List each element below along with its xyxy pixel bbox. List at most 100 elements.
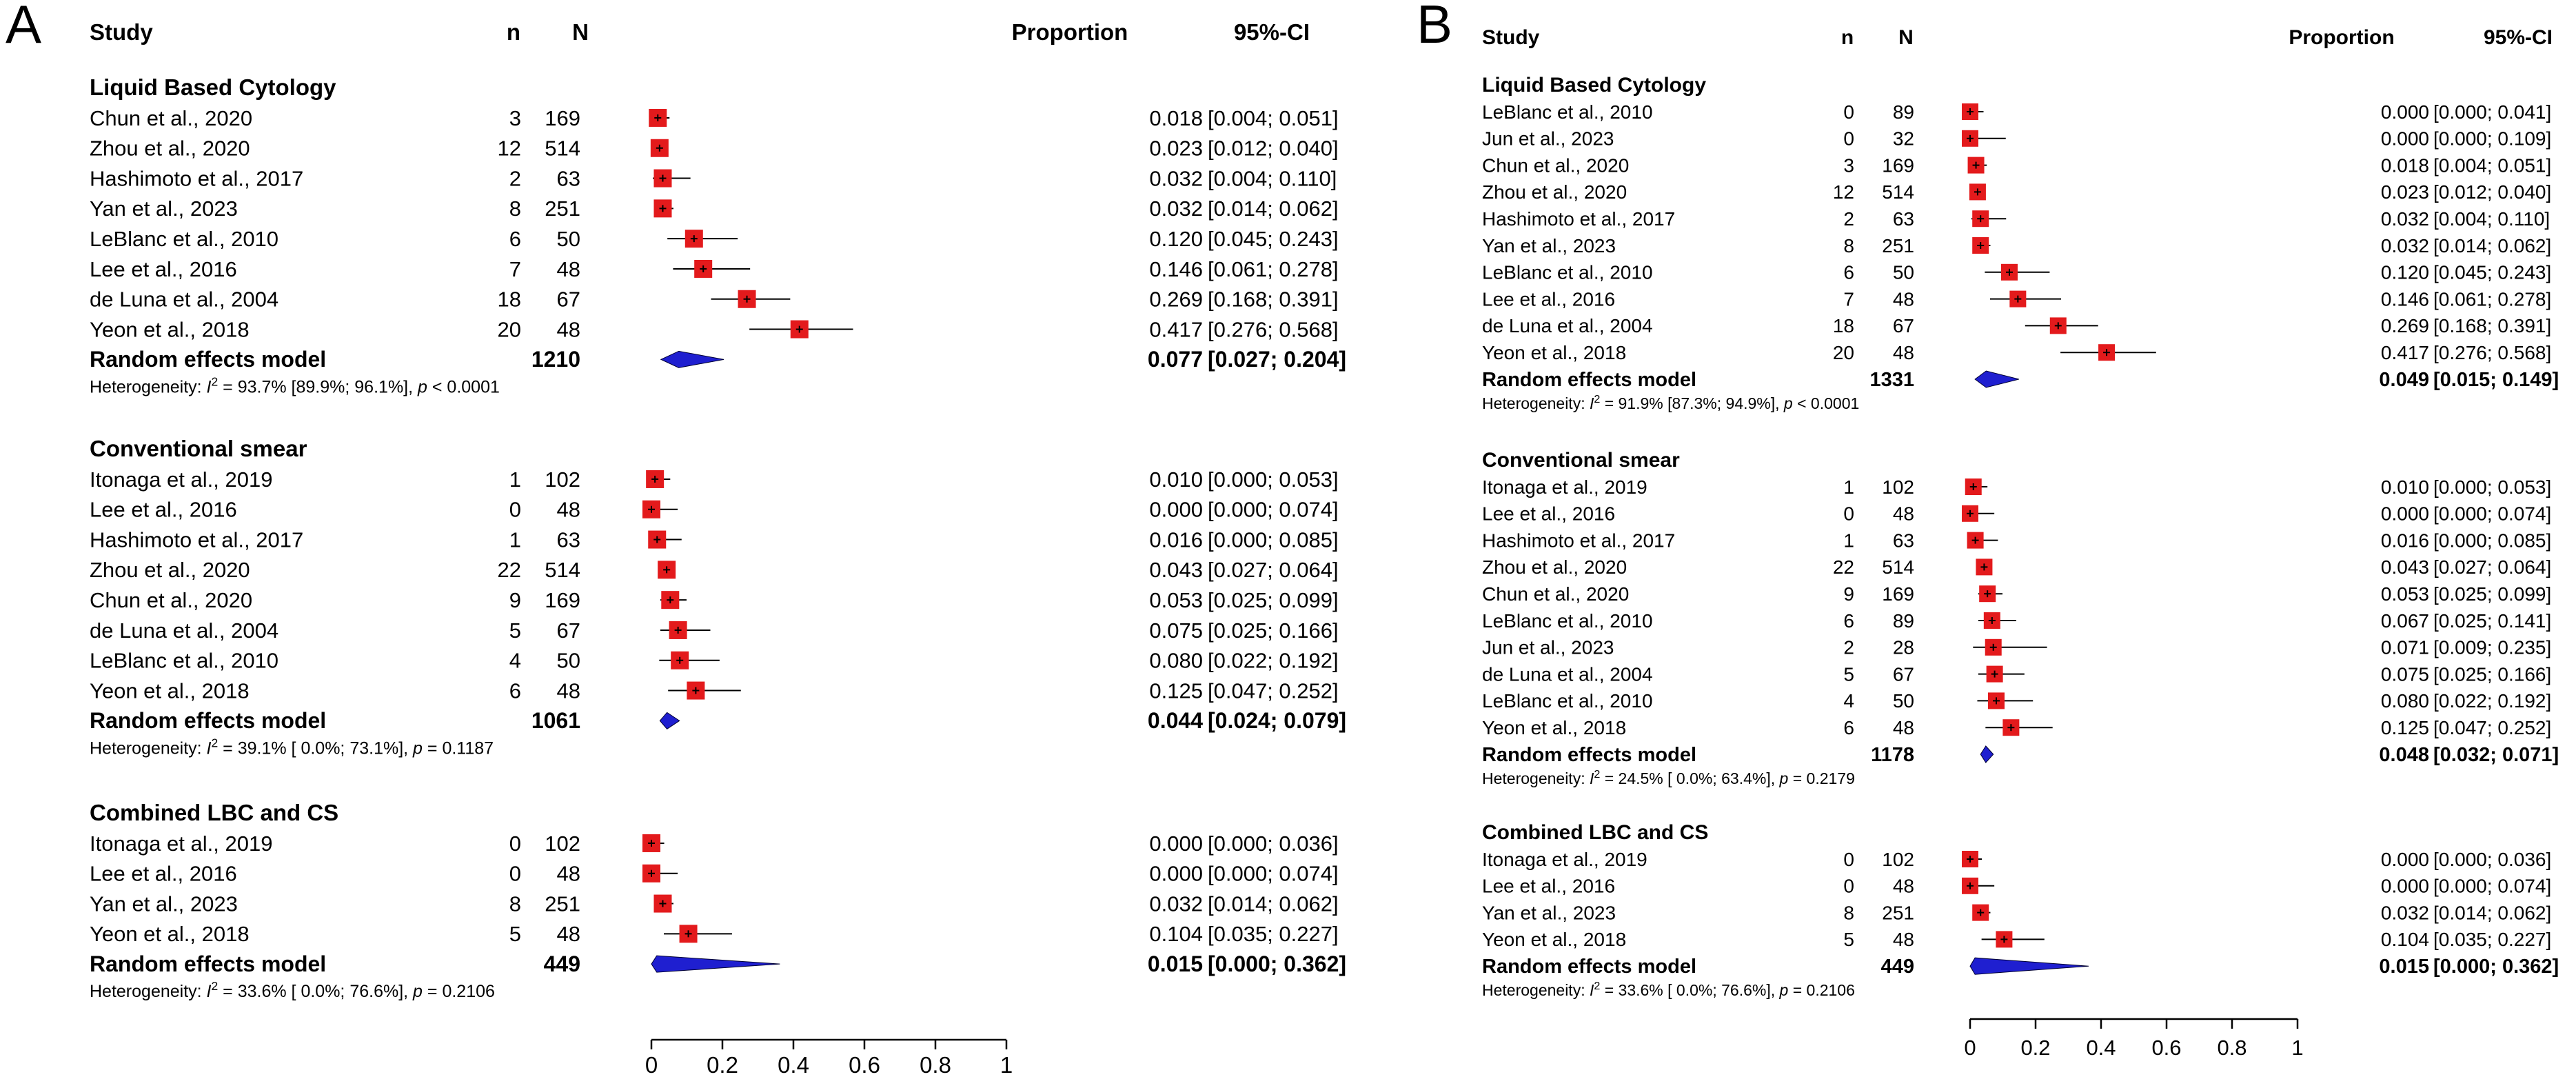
study-name: Zhou et al., 2020: [90, 558, 250, 582]
study-total: 169: [545, 106, 580, 130]
study-events: 3: [509, 106, 521, 130]
study-name: Yeon et al., 2018: [1482, 929, 1626, 950]
study-events: 18: [1833, 315, 1854, 336]
study-total: 48: [557, 678, 580, 703]
header-proportion: Proportion: [2289, 26, 2394, 49]
heterogeneity-statistics: Heterogeneity: I2 = 33.6% [ 0.0%; 76.6%]…: [90, 979, 495, 1001]
study-ci: [0.025; 0.141]: [2433, 610, 2551, 632]
study-proportion: 0.269: [1149, 288, 1203, 312]
study-name: de Luna et al., 2004: [90, 618, 278, 643]
study-name: Yeon et al., 2018: [90, 317, 250, 341]
study-proportion: 0.067: [2381, 610, 2429, 632]
study-ci: [0.014; 0.062]: [1208, 197, 1339, 221]
pooled-estimate-diamond: [1974, 370, 2019, 388]
study-name: Yeon et al., 2018: [90, 922, 250, 946]
x-tick-label: 0.2: [2020, 1036, 2050, 1060]
x-tick-label: 1: [2291, 1036, 2303, 1060]
subgroup-title: Conventional smear: [1482, 449, 1680, 472]
study-ci: [0.061; 0.278]: [1208, 257, 1339, 281]
random-effects-total: 1061: [531, 708, 580, 733]
study-proportion: 0.032: [2381, 902, 2429, 923]
study-total: 169: [1882, 583, 1914, 605]
study-proportion: 0.080: [1149, 649, 1203, 673]
study-total: 514: [545, 558, 580, 582]
study-events: 9: [509, 588, 521, 612]
study-proportion: 0.000: [2381, 101, 2429, 123]
study-total: 48: [557, 922, 580, 946]
study-total: 48: [1893, 876, 1914, 897]
study-total: 514: [1882, 181, 1914, 203]
x-tick-label: 0.6: [2151, 1036, 2181, 1060]
random-effects-label: Random effects model: [1482, 744, 1696, 766]
study-events: 0: [1843, 128, 1854, 150]
random-effects-label: Random effects model: [1482, 369, 1696, 391]
study-proportion: 0.104: [2381, 929, 2429, 950]
study-ci: [0.025; 0.166]: [1208, 618, 1339, 643]
study-events: 0: [509, 862, 521, 886]
study-name: Chun et al., 2020: [90, 106, 252, 130]
study-total: 514: [545, 137, 580, 161]
study-events: 1: [1843, 530, 1854, 551]
study-events: 5: [1843, 663, 1854, 685]
study-proportion: 0.000: [1149, 862, 1203, 886]
random-effects-ci: [0.015; 0.149]: [2433, 369, 2559, 391]
study-proportion: 0.120: [2381, 262, 2429, 283]
study-ci: [0.022; 0.192]: [1208, 649, 1339, 673]
study-ci: [0.000; 0.074]: [2433, 876, 2551, 897]
study-proportion: 0.053: [2381, 583, 2429, 605]
study-events: 6: [1843, 610, 1854, 632]
study-total: 50: [557, 649, 580, 673]
pooled-estimate-diamond: [1980, 745, 1994, 763]
study-events: 0: [509, 832, 521, 856]
study-ci: [0.276; 0.568]: [2433, 342, 2551, 363]
study-proportion: 0.018: [2381, 154, 2429, 176]
study-events: 8: [509, 197, 521, 221]
x-tick-label: 1: [1000, 1052, 1013, 1078]
heterogeneity-statistics: Heterogeneity: I2 = 91.9% [87.3%; 94.9%]…: [1482, 393, 1859, 412]
random-effects-total: 1331: [1869, 369, 1914, 391]
study-ci: [0.000; 0.074]: [1208, 498, 1339, 522]
study-ci: [0.027; 0.064]: [2433, 556, 2551, 578]
study-name: Yan et al., 2023: [1482, 235, 1616, 256]
study-name: LeBlanc et al., 2010: [1482, 610, 1653, 632]
study-proportion: 0.000: [2381, 849, 2429, 870]
study-events: 5: [509, 922, 521, 946]
subgroup-title: Liquid Based Cytology: [90, 74, 336, 100]
study-total: 48: [557, 862, 580, 886]
study-ci: [0.014; 0.062]: [1208, 891, 1339, 916]
study-proportion: 0.000: [1149, 498, 1203, 522]
study-ci: [0.004; 0.051]: [1208, 106, 1339, 130]
heterogeneity-statistics: Heterogeneity: I2 = 39.1% [ 0.0%; 73.1%]…: [90, 736, 494, 758]
study-proportion: 0.075: [1149, 618, 1203, 643]
study-name: Lee et al., 2016: [90, 862, 237, 886]
study-name: Hashimoto et al., 2017: [1482, 208, 1675, 230]
study-name: LeBlanc et al., 2010: [90, 649, 278, 673]
subgroup-title: Combined LBC and CS: [1482, 821, 1708, 844]
study-proportion: 0.000: [2381, 503, 2429, 525]
study-total: 63: [557, 527, 580, 552]
study-proportion: 0.043: [1149, 558, 1203, 582]
study-ci: [0.000; 0.085]: [1208, 527, 1339, 552]
random-effects-total: 1178: [1871, 744, 1914, 766]
study-ci: [0.045; 0.243]: [1208, 227, 1339, 251]
pooled-estimate-diamond: [660, 350, 724, 368]
study-total: 251: [1882, 235, 1914, 256]
study-total: 102: [545, 832, 580, 856]
header-n: n: [1841, 26, 1854, 49]
study-ci: [0.004; 0.110]: [1208, 166, 1337, 190]
x-tick-label: 0.4: [2086, 1036, 2116, 1060]
study-ci: [0.000; 0.036]: [1208, 832, 1339, 856]
x-tick-label: 0.8: [920, 1052, 951, 1078]
random-effects-ci: [0.000; 0.362]: [1208, 951, 1346, 976]
pooled-estimate-diamond: [1969, 957, 2089, 975]
heterogeneity-statistics: Heterogeneity: I2 = 93.7% [89.9%; 96.1%]…: [90, 374, 500, 396]
study-ci: [0.047; 0.252]: [2433, 717, 2551, 738]
study-name: LeBlanc et al., 2010: [1482, 262, 1653, 283]
study-ci: [0.012; 0.040]: [1208, 137, 1339, 161]
study-ci: [0.035; 0.227]: [1208, 922, 1339, 946]
header-n: n: [507, 19, 520, 45]
header-N: N: [1898, 26, 1914, 49]
study-events: 9: [1843, 583, 1854, 605]
study-total: 28: [1893, 637, 1914, 658]
